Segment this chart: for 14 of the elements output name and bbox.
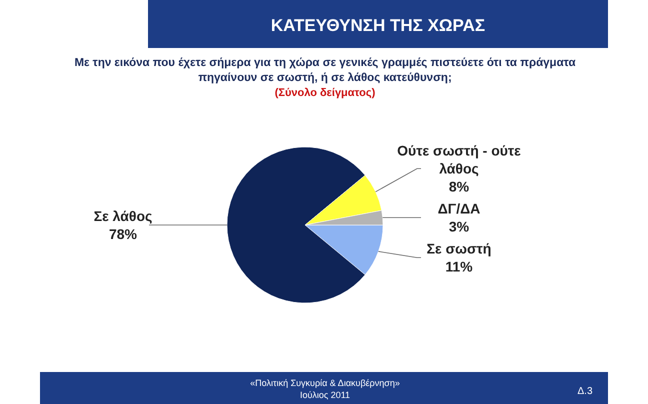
text: «Πολιτική Συγκυρία & Διακυβέρνηση» (250, 378, 400, 388)
text: Ιούλιος 2011 (300, 390, 350, 400)
slice-label: ΔΓ/ΔΑ (438, 200, 480, 217)
data-label: 8% (448, 178, 470, 195)
slice-label: Ούτε σωστή - ούτε λάθος (397, 142, 522, 177)
chart-subtitle: Με την εικόνα που έχετε σήμερα για τη χώρα σε γενικές γραμμές πιστεύετε ότι τα πράγματα πηγαίνουν σε σωστή, ή σε λάθος κατεύθυνση; (74, 57, 576, 84)
data-label: 11% (445, 258, 474, 275)
text: (Σύνολο δείγματος) (274, 87, 376, 99)
slice-label: Σε λάθος (94, 208, 152, 224)
data-label: 3% (448, 218, 470, 235)
slice-label: Σε σωστή (426, 240, 492, 257)
data-label: 78% (108, 226, 138, 242)
chart-title: ΚΑΤΕΥΘΥΝΣΗ ΤΗΣ ΧΩΡΑΣ (270, 16, 486, 35)
text: Δ.3 (577, 386, 593, 397)
